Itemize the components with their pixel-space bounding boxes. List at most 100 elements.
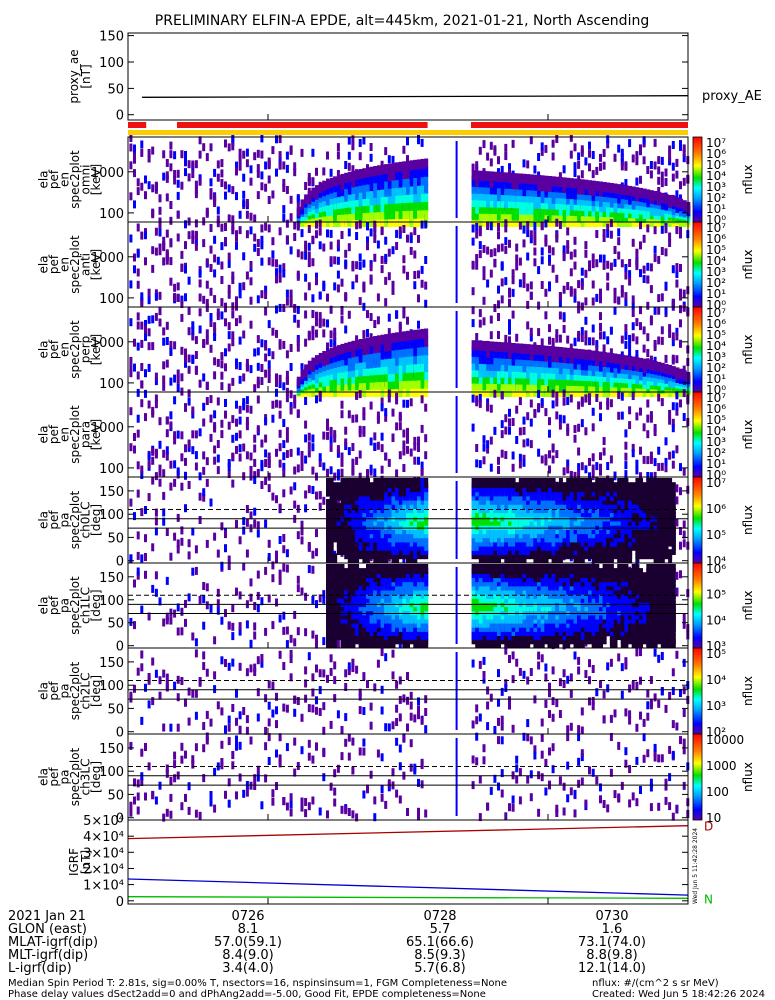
spectrogram-pixel: [533, 374, 538, 385]
spectrogram-pixel: [569, 478, 574, 488]
spectrogram-pixel: [533, 381, 538, 391]
spectrogram-pixel: [558, 369, 563, 380]
spectrogram-pixel: [518, 397, 522, 406]
spectrogram-pixel: [617, 144, 621, 153]
spectrogram-pixel: [307, 190, 312, 201]
spectrogram-pixel: [540, 256, 544, 265]
spectrogram-pixel: [355, 456, 359, 465]
spectrogram-pixel: [253, 434, 257, 443]
spectrogram-pixel: [340, 362, 345, 373]
spectrogram-pixel: [631, 443, 635, 452]
spectrogram-pixel: [664, 464, 668, 473]
y-axis-label: pef: [47, 339, 61, 359]
spectrogram-pixel: [515, 243, 519, 252]
spectrogram-pixel: [260, 241, 264, 250]
spectrogram-pixel: [617, 251, 621, 260]
spectrogram-pixel: [424, 328, 429, 339]
y-axis-label: proxy_ae: [67, 49, 81, 103]
spectrogram-pixel: [322, 167, 326, 176]
spectrogram-pixel: [307, 172, 311, 181]
spectrogram-pixel: [387, 328, 391, 337]
colorbar-tick-label: 10³: [706, 435, 726, 449]
spectrogram-pixel: [606, 272, 610, 281]
spectrogram-pixel: [249, 511, 253, 520]
spectrogram-pixel: [424, 378, 429, 389]
spectrogram-pixel: [537, 448, 541, 457]
spectrogram-pixel: [387, 394, 391, 403]
spectrogram-pixel: [376, 209, 381, 220]
spectrogram-pixel: [147, 493, 151, 502]
spectrogram-pixel: [355, 391, 359, 400]
spectrogram-pixel: [580, 354, 585, 365]
spectrogram-pixel: [475, 353, 480, 364]
spectrogram-pixel: [413, 354, 418, 365]
spectrogram-pixel: [424, 191, 429, 202]
spectrogram-pixel: [420, 345, 425, 356]
spectrogram-pixel: [256, 468, 260, 477]
panel-pef_en_perp: 10⁷10⁶10⁵10⁴10³10²10¹10⁰nflux1000100elap…: [37, 303, 755, 397]
spectrogram-pixel: [493, 210, 498, 221]
colorbar-tick-label: 10⁵: [706, 328, 726, 342]
spectrogram-pixel: [569, 370, 574, 381]
spectrogram-pixel: [522, 225, 526, 234]
colorbar-tick-label: 10⁴: [706, 169, 726, 183]
spectrogram-pixel: [573, 261, 577, 270]
spectrogram-pixel: [537, 351, 542, 361]
spectrogram-pixel: [362, 284, 366, 293]
spectrogram-pixel: [347, 171, 352, 182]
spectrogram-pixel: [129, 443, 133, 452]
spectrogram-pixel: [376, 478, 381, 488]
spectrogram-pixel: [391, 332, 396, 343]
spectrogram-pixel: [402, 347, 407, 358]
spectrogram-pixel: [504, 191, 509, 202]
spectrogram-pixel: [326, 190, 330, 201]
spectrogram-pixel: [366, 365, 370, 376]
spectrogram-pixel: [577, 365, 582, 376]
spectrogram-pixel: [315, 355, 319, 366]
spectrogram-pixel: [322, 201, 327, 212]
spectrogram-pixel: [384, 364, 389, 375]
spectrogram-pixel: [180, 295, 184, 304]
spectrogram-pixel: [558, 172, 562, 181]
spectrogram-pixel: [664, 437, 668, 446]
spectrogram-pixel: [529, 291, 533, 300]
spectrogram-pixel: [162, 327, 166, 336]
spectrogram-pixel: [180, 313, 184, 322]
spectrogram-pixel: [358, 139, 362, 147]
spectrogram-pixel: [129, 554, 133, 563]
spectrogram-pixel: [224, 237, 227, 245]
spectrogram-pixel: [144, 191, 147, 200]
spectrogram-pixel: [482, 203, 487, 214]
spectrogram-pixel: [478, 373, 483, 384]
colorbar-tick-label: 10²: [706, 446, 726, 460]
spectrogram-pixel: [511, 418, 515, 426]
spectrogram-pixel: [162, 508, 166, 517]
spectrogram-pixel: [504, 204, 509, 215]
spectrogram-pixel: [584, 157, 588, 166]
spectrogram-pixel: [635, 177, 639, 186]
spectrogram-pixel: [471, 353, 476, 364]
spectrogram-pixel: [151, 476, 155, 485]
spectrogram-pixel: [336, 449, 340, 458]
spectrogram-pixel: [296, 249, 300, 258]
spectrogram-pixel: [420, 138, 424, 147]
spectrogram-pixel: [522, 368, 527, 379]
spectrogram-pixel: [639, 269, 642, 278]
spectrogram-pixel: [347, 178, 352, 189]
spectrogram-pixel: [522, 198, 527, 209]
spectrogram-pixel: [158, 468, 162, 477]
spectrogram-pixel: [526, 350, 531, 361]
spectrogram-pixel: [278, 157, 282, 166]
y-axis-label: en: [58, 427, 72, 442]
spectrogram-pixel: [318, 453, 322, 462]
spectrogram-pixel: [366, 471, 369, 480]
spectrogram-pixel: [642, 344, 646, 353]
spectrogram-pixel: [642, 326, 646, 335]
spectrogram-pixel: [194, 545, 198, 554]
spectrogram-pixel: [340, 350, 345, 361]
spectrogram-pixel: [347, 204, 352, 215]
spectrogram-pixel: [322, 431, 326, 440]
spectrogram-pixel: [522, 204, 527, 215]
spectrogram-pixel: [216, 397, 220, 406]
spectrogram-pixel: [522, 159, 526, 168]
